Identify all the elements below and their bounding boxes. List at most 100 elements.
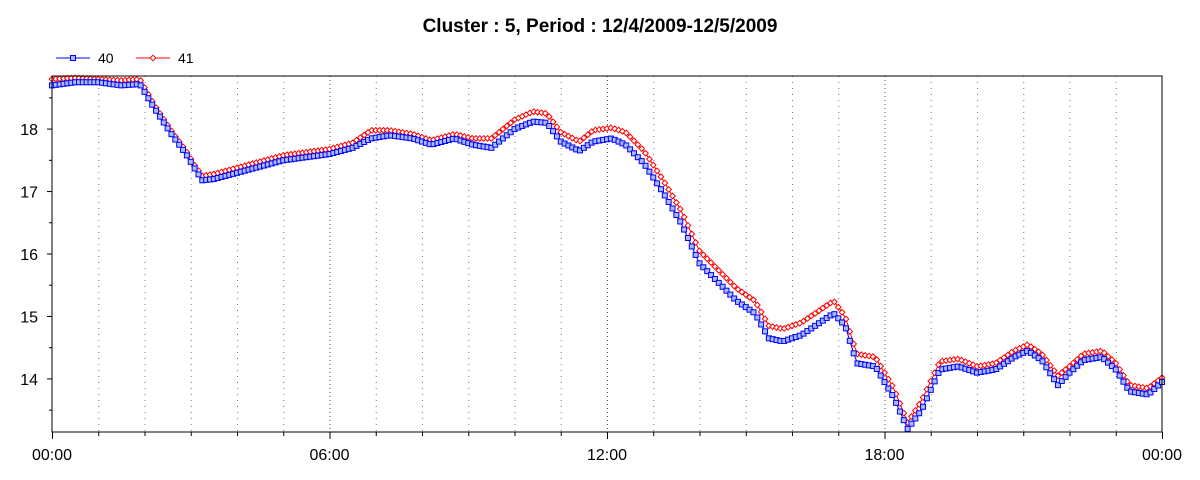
- data-point: [550, 128, 557, 135]
- data-point: [665, 185, 673, 193]
- y-tick-label: 16: [20, 247, 38, 264]
- data-point: [541, 109, 549, 117]
- data-point: [965, 359, 973, 367]
- data-point: [634, 141, 642, 149]
- x-tick-label: 18:00: [864, 447, 904, 464]
- data-point: [893, 399, 900, 406]
- data-point: [676, 205, 684, 213]
- data-point: [488, 144, 495, 151]
- legend-item-41: 41: [136, 50, 194, 66]
- data-point: [542, 119, 549, 126]
- data-point: [908, 420, 915, 427]
- series-layer: [48, 74, 1166, 432]
- data-point: [1108, 363, 1115, 370]
- data-point: [180, 146, 187, 153]
- data-point: [1151, 385, 1158, 392]
- data-point: [931, 378, 938, 385]
- data-point: [912, 415, 919, 422]
- data-point: [800, 317, 808, 325]
- data-point: [160, 119, 167, 126]
- data-point: [176, 141, 183, 148]
- series-40: [49, 79, 1165, 432]
- x-axis: 00:00 06:00 12:00 18:00 00:00: [32, 432, 1182, 464]
- x-tick-label: 06:00: [309, 447, 349, 464]
- data-point: [839, 319, 846, 326]
- data-point: [607, 124, 615, 132]
- data-point: [1031, 345, 1039, 353]
- data-point: [722, 274, 730, 282]
- data-point: [803, 315, 811, 323]
- data-point: [885, 385, 892, 392]
- data-point: [499, 135, 506, 142]
- data-point: [145, 95, 152, 102]
- legend: 40 41: [56, 50, 194, 66]
- data-point: [642, 149, 650, 157]
- legend-label: 40: [98, 50, 114, 66]
- data-point: [1070, 366, 1077, 373]
- legend-marker: [149, 54, 157, 62]
- data-point: [896, 408, 903, 415]
- data-point: [707, 259, 715, 267]
- data-point: [700, 264, 707, 271]
- data-point: [680, 213, 688, 221]
- data-point: [723, 287, 730, 294]
- data-point: [765, 322, 773, 330]
- data-point: [1035, 355, 1042, 362]
- data-point: [1054, 382, 1061, 389]
- data-point: [1104, 352, 1112, 360]
- data-point: [496, 138, 503, 145]
- data-point: [545, 113, 553, 121]
- data-point: [615, 126, 623, 134]
- data-point: [1073, 355, 1081, 363]
- data-point: [835, 315, 842, 322]
- data-point: [1062, 373, 1069, 380]
- data-point: [904, 425, 911, 432]
- data-point: [873, 356, 881, 364]
- data-point: [684, 234, 691, 241]
- data-point: [884, 375, 892, 383]
- data-point: [688, 243, 695, 250]
- data-point: [657, 186, 664, 193]
- legend-item-40: 40: [56, 50, 114, 66]
- data-point: [1105, 359, 1112, 366]
- data-point: [507, 119, 515, 127]
- data-point: [1139, 383, 1147, 391]
- data-point: [692, 251, 699, 258]
- data-point: [657, 173, 665, 181]
- data-point: [753, 301, 761, 309]
- data-point: [1039, 351, 1047, 359]
- data-point: [754, 314, 761, 321]
- data-point: [719, 270, 727, 278]
- data-point: [761, 315, 769, 323]
- data-point: [719, 283, 726, 290]
- data-point: [553, 123, 561, 131]
- data-point: [195, 171, 202, 178]
- data-point: [746, 293, 754, 301]
- data-point: [622, 129, 630, 137]
- data-point: [992, 359, 1000, 367]
- data-point: [191, 165, 198, 172]
- data-point: [727, 291, 734, 298]
- data-point: [734, 285, 742, 293]
- data-point: [811, 309, 819, 317]
- data-point: [830, 298, 838, 306]
- legend-label: 41: [178, 50, 194, 66]
- data-point: [650, 174, 657, 181]
- data-point: [642, 162, 649, 169]
- data-point: [696, 260, 703, 267]
- data-point: [618, 127, 626, 135]
- data-point: [503, 122, 511, 130]
- y-tick-label: 17: [20, 185, 38, 202]
- data-point: [1147, 389, 1154, 396]
- data-point: [711, 275, 718, 282]
- data-point: [923, 395, 930, 402]
- data-point: [877, 372, 884, 379]
- data-point: [141, 88, 148, 95]
- data-point: [699, 251, 707, 259]
- data-point: [491, 131, 499, 139]
- data-point: [819, 304, 827, 312]
- data-point: [1155, 382, 1162, 389]
- data-point: [172, 136, 179, 143]
